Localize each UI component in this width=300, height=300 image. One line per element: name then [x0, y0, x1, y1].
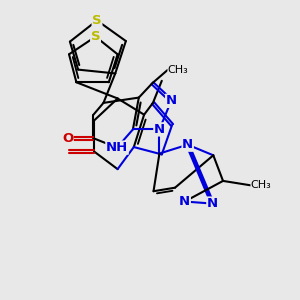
- Text: N: N: [207, 197, 218, 210]
- Text: N: N: [179, 195, 190, 208]
- Text: NH: NH: [106, 141, 128, 154]
- Text: N: N: [182, 138, 193, 151]
- Text: N: N: [166, 94, 177, 107]
- Text: O: O: [62, 132, 73, 145]
- Text: S: S: [92, 14, 102, 27]
- Text: N: N: [154, 123, 165, 136]
- Text: CH₃: CH₃: [251, 180, 272, 190]
- Text: S: S: [91, 30, 100, 43]
- Text: CH₃: CH₃: [168, 65, 188, 75]
